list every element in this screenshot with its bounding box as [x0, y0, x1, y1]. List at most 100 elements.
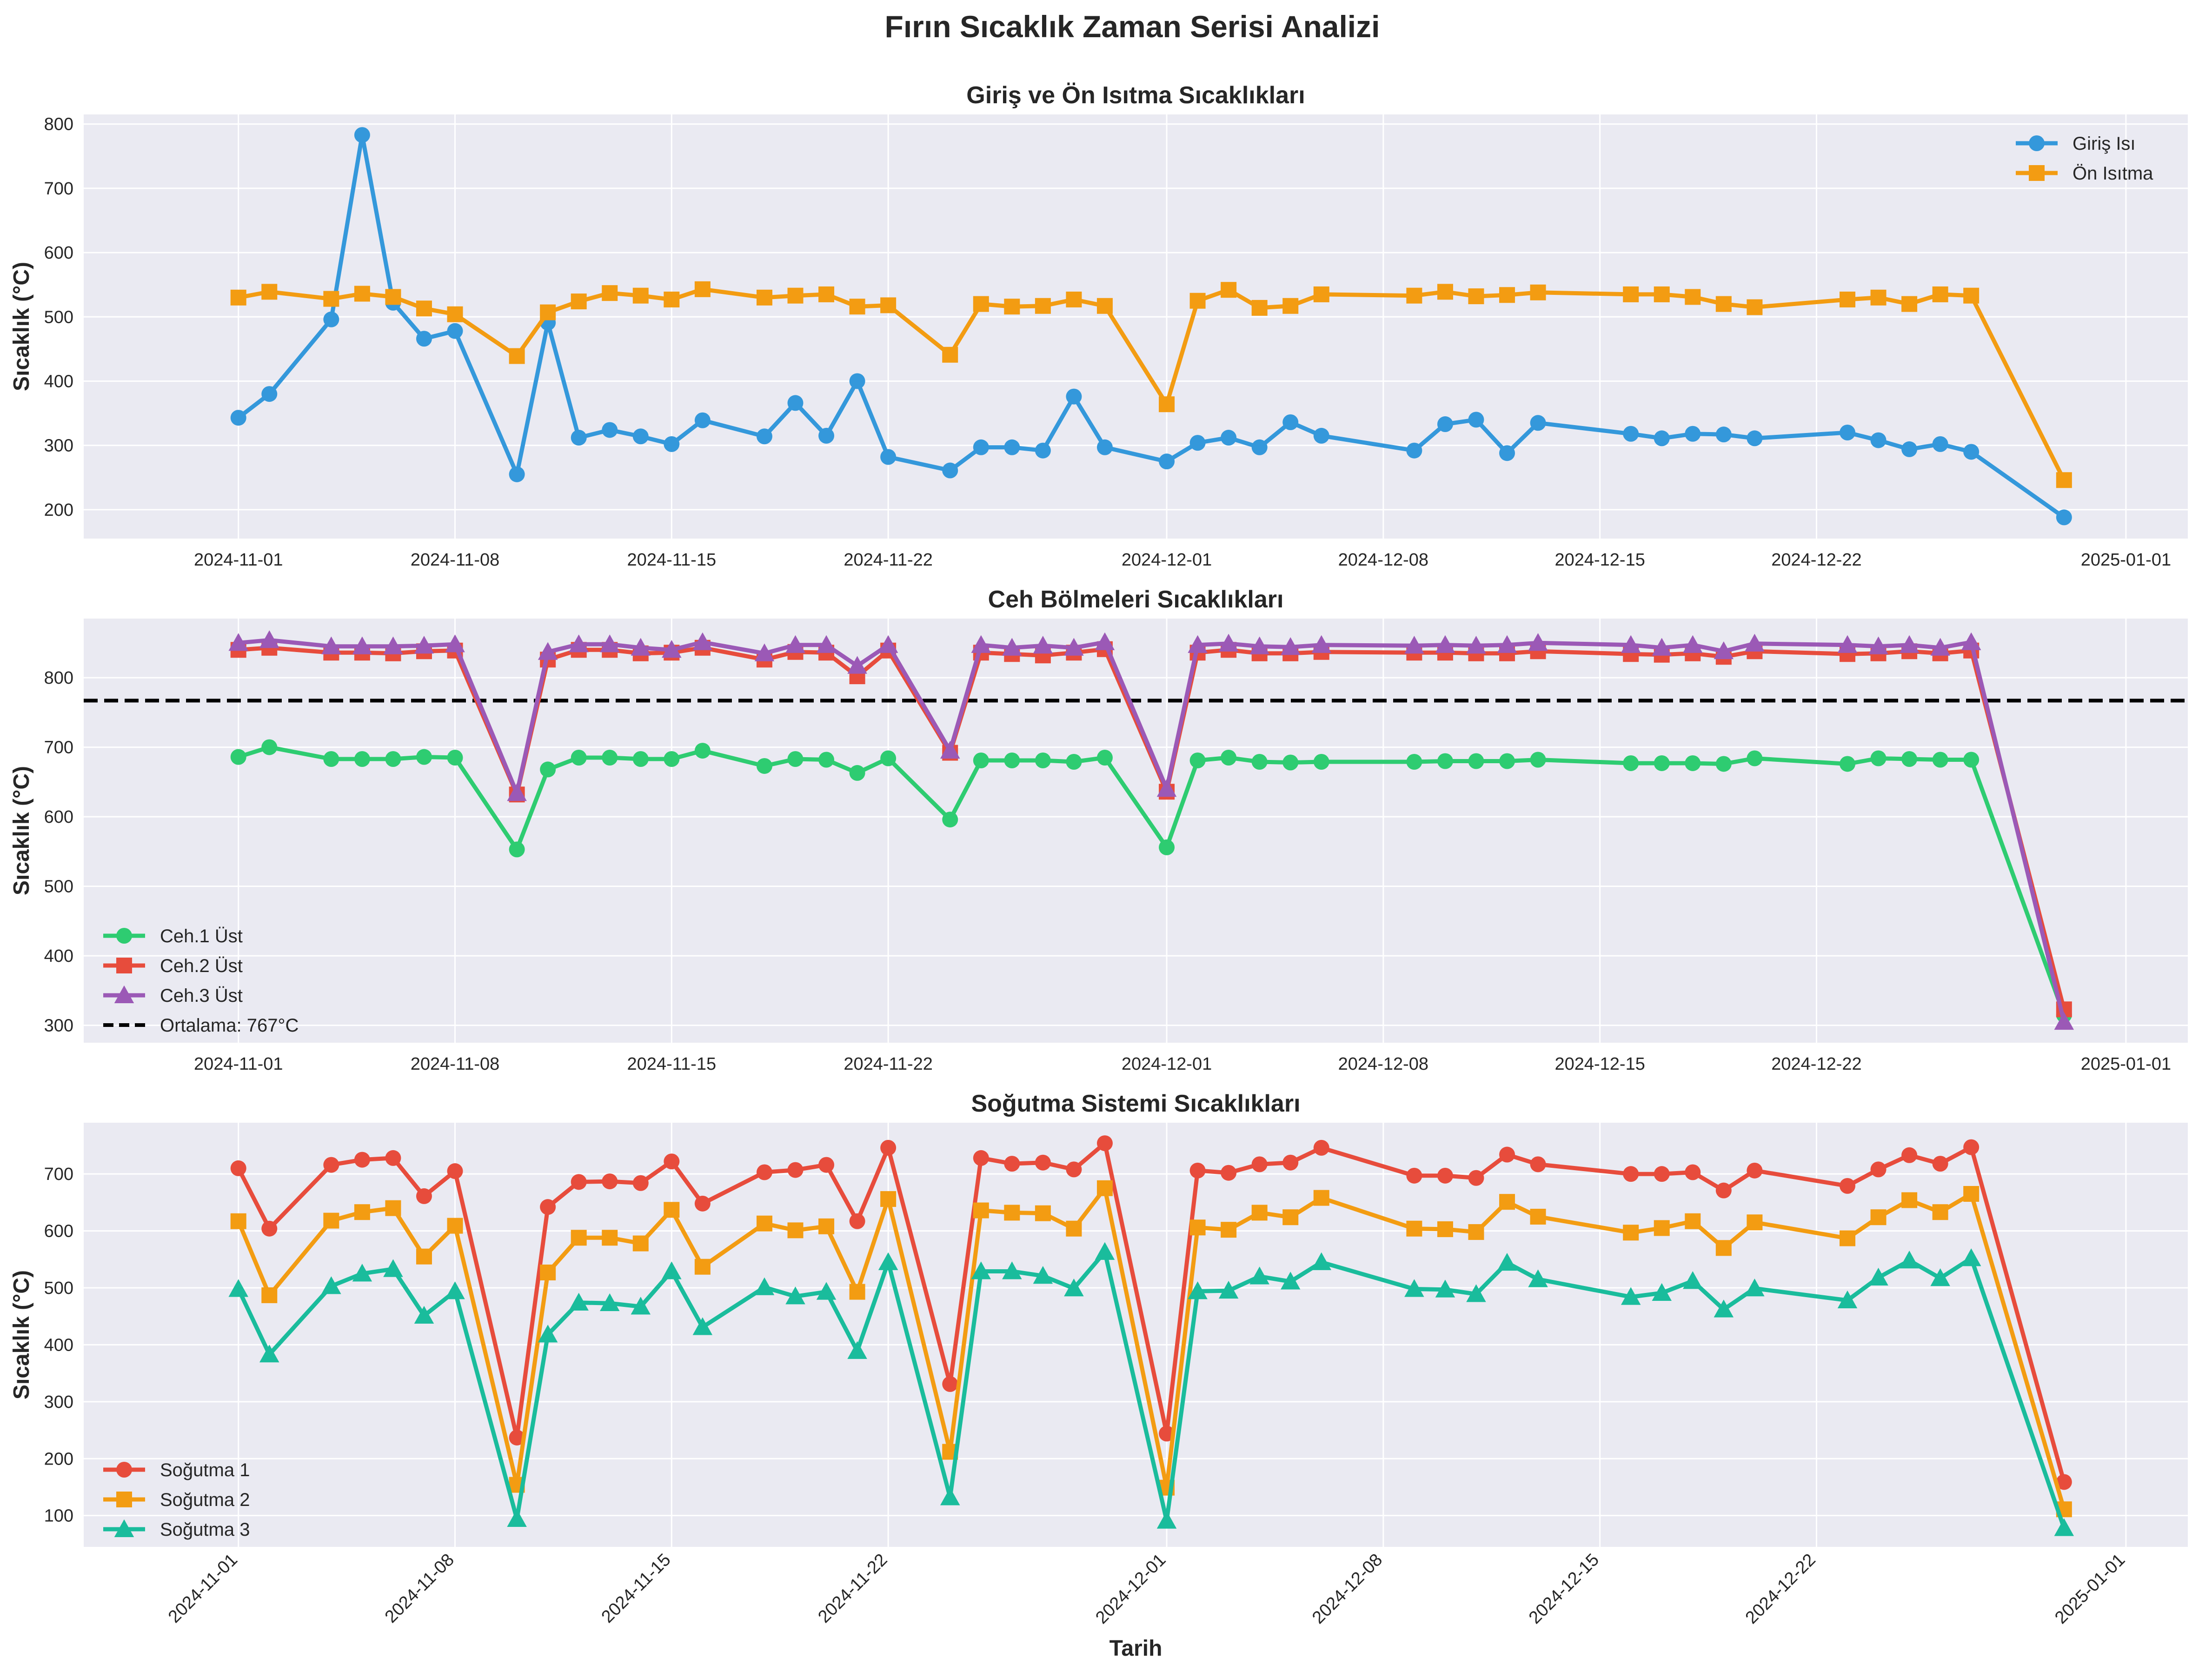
data-point — [1406, 1220, 1422, 1237]
data-point — [261, 284, 278, 300]
data-point — [1064, 1278, 1084, 1297]
data-point — [664, 436, 680, 452]
data-point — [1468, 288, 1484, 305]
data-point — [787, 287, 804, 304]
data-point — [1685, 289, 1701, 305]
data-point — [1652, 638, 1672, 656]
data-point — [1623, 286, 1639, 302]
data-point — [1530, 1156, 1546, 1172]
data-point — [1002, 1261, 1022, 1279]
panel-title: Soğutma Sistemi Sıcaklıkları — [971, 1090, 1300, 1117]
data-point — [849, 1284, 865, 1300]
x-tick-label: 2024-12-08 — [1338, 1054, 1428, 1074]
data-point — [1406, 442, 1422, 459]
y-tick-label: 500 — [44, 877, 73, 897]
data-point — [1466, 636, 1486, 654]
data-point — [383, 636, 403, 654]
data-point — [1901, 1192, 1918, 1208]
data-point — [1715, 1240, 1732, 1256]
data-point — [1961, 1248, 1981, 1266]
data-point — [2056, 472, 2072, 488]
data-point — [2054, 1012, 2074, 1030]
data-point — [692, 632, 713, 650]
data-point — [1066, 753, 1082, 770]
legend-label: Ceh.1 Üst — [160, 926, 243, 946]
data-point — [1870, 432, 1887, 448]
data-point — [664, 1202, 680, 1218]
data-point — [1654, 1220, 1670, 1236]
data-point — [664, 751, 680, 767]
data-point — [818, 286, 835, 302]
data-point — [323, 1157, 339, 1173]
data-point — [1901, 441, 1918, 457]
data-point — [1654, 430, 1670, 446]
y-tick-label: 300 — [44, 1392, 73, 1412]
plot-area — [84, 619, 2188, 1043]
data-point — [1932, 1204, 1948, 1220]
data-point — [385, 1200, 401, 1216]
data-point — [1066, 291, 1082, 307]
data-point — [942, 812, 958, 828]
data-point — [1002, 638, 1022, 656]
series-sogutma-3 — [228, 1242, 2074, 1536]
data-point — [321, 1276, 341, 1294]
data-point — [878, 635, 898, 653]
data-point — [1963, 1186, 1980, 1202]
data-point — [259, 630, 279, 648]
data-point — [1715, 1182, 1732, 1199]
data-point — [1188, 1281, 1208, 1299]
data-point — [880, 297, 897, 313]
legend: Giriş Isı Ön Isıtma — [2016, 133, 2153, 184]
data-point — [1715, 296, 1732, 312]
data-point — [602, 285, 618, 301]
data-point — [1282, 298, 1299, 314]
data-point — [973, 752, 989, 768]
data-point — [756, 289, 772, 306]
data-point — [1685, 1164, 1701, 1180]
data-point — [509, 841, 525, 858]
y-tick-label: 300 — [44, 436, 73, 456]
data-point — [540, 761, 556, 778]
legend-item-on-isitma: Ön Isıtma — [2016, 163, 2153, 184]
data-point — [509, 348, 525, 364]
data-point — [1437, 1221, 1453, 1237]
data-point — [1870, 750, 1887, 766]
plot-area — [84, 114, 2188, 539]
data-point — [416, 1188, 432, 1204]
y-tick-label: 500 — [44, 307, 73, 327]
y-tick-label: 500 — [44, 1279, 73, 1298]
data-point — [1901, 751, 1918, 767]
legend-label: Soğutma 1 — [160, 1460, 250, 1480]
data-point — [1066, 1220, 1082, 1237]
data-point — [694, 1195, 711, 1212]
data-point — [878, 1252, 898, 1270]
data-point — [1221, 1165, 1237, 1181]
data-point — [1685, 755, 1701, 771]
legend-marker — [2029, 135, 2045, 151]
data-point — [849, 765, 865, 781]
data-point — [230, 410, 246, 426]
y-tick-label: 700 — [44, 738, 73, 758]
x-tick-label: 2024-12-15 — [1554, 550, 1645, 570]
data-point — [1249, 636, 1269, 654]
data-point — [971, 635, 991, 653]
data-point — [383, 1259, 403, 1277]
legend-item-sogutma-2: Soğutma 2 — [103, 1490, 250, 1510]
x-tick-label: 2024-11-15 — [627, 1054, 717, 1074]
data-point — [509, 466, 525, 482]
x-tick-label: 2024-11-15 — [627, 550, 717, 570]
data-point — [1932, 436, 1948, 452]
data-point — [261, 1287, 278, 1303]
data-point — [1004, 1205, 1020, 1221]
data-point — [1899, 1250, 1920, 1269]
panels: 200 300 400 500 600 700 800 2024-11-01 2024-11-0… — [9, 82, 2188, 1661]
data-point — [787, 395, 804, 411]
data-point — [849, 299, 865, 315]
data-point — [1066, 388, 1082, 405]
data-point — [228, 1279, 248, 1297]
data-point — [818, 1157, 835, 1173]
data-point — [1499, 753, 1515, 769]
x-tick-label: 2024-11-01 — [194, 1054, 283, 1074]
data-point — [1932, 1156, 1948, 1172]
data-point — [228, 633, 248, 651]
